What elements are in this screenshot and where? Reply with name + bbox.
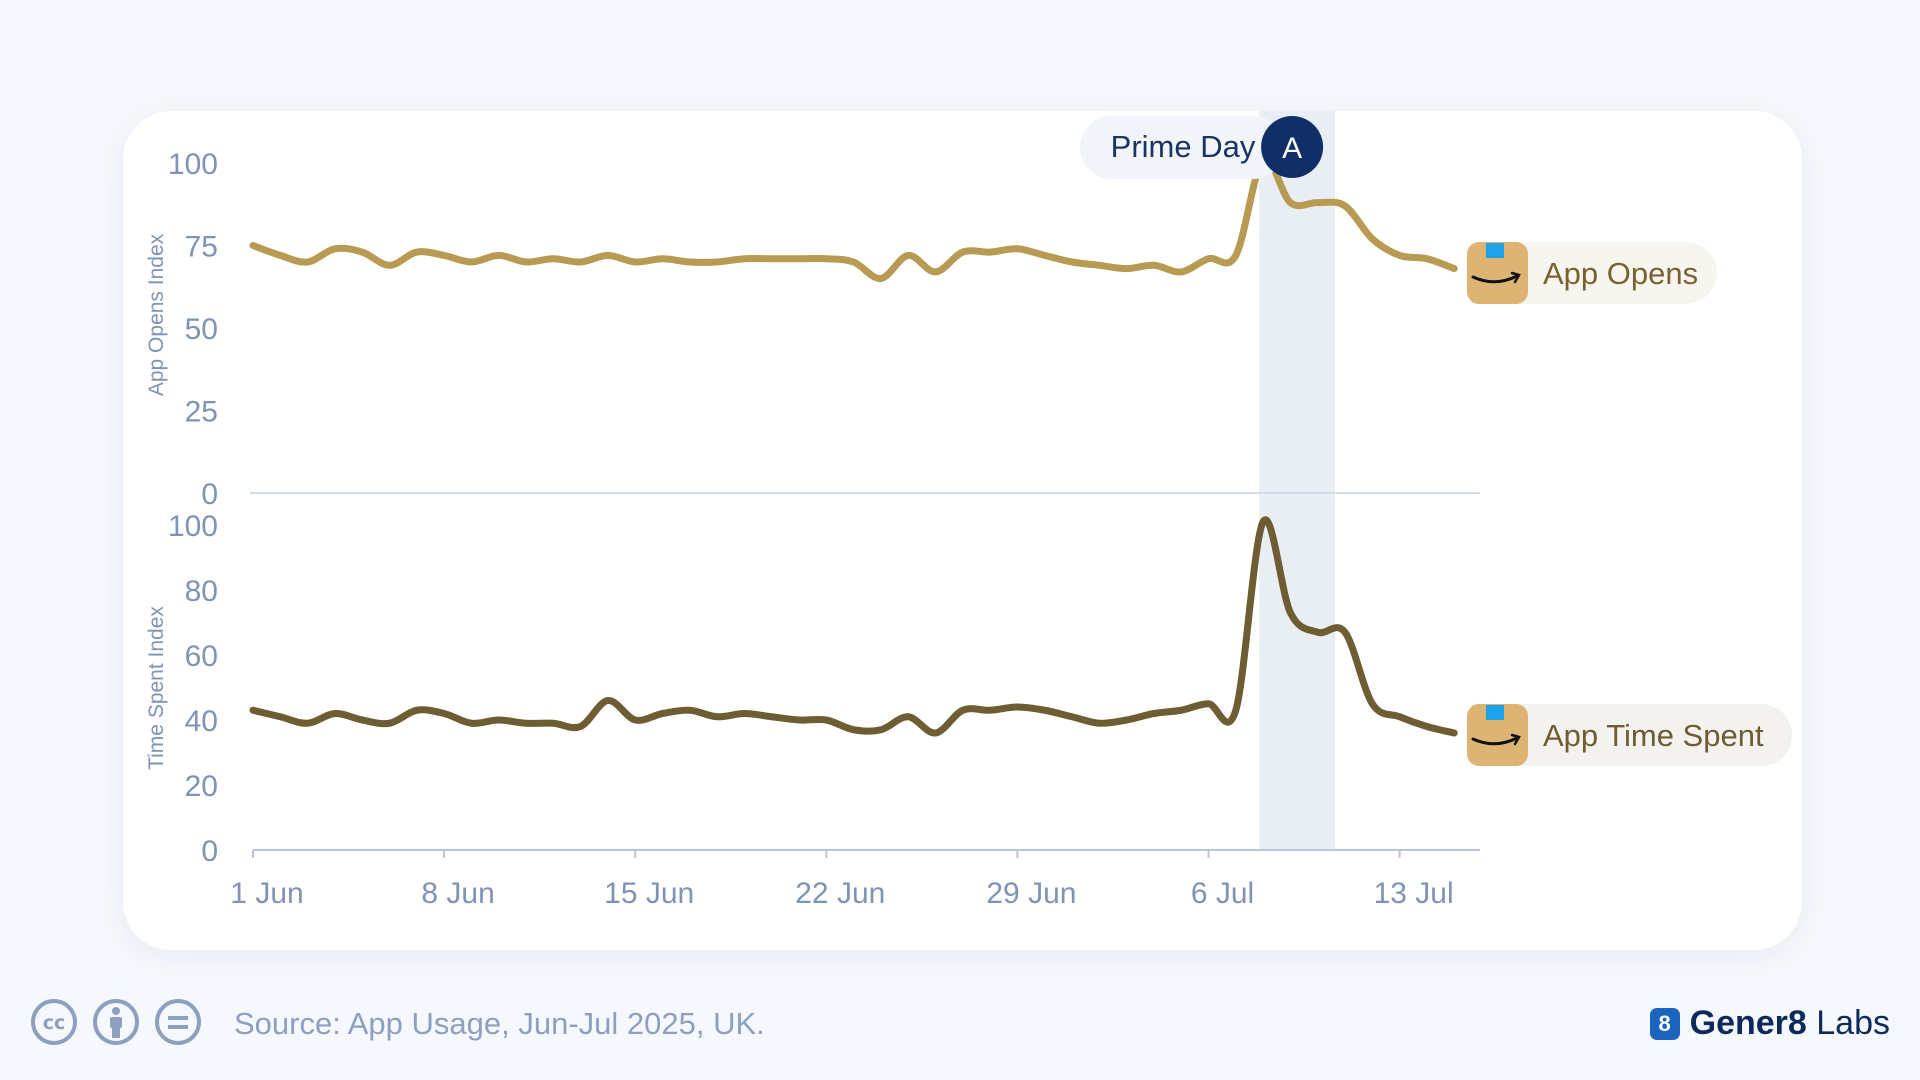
- opens-y-tick-label: 0: [201, 478, 218, 511]
- legend-app-time-spent-icon: [1467, 704, 1528, 766]
- app-icon-tile: [1467, 242, 1528, 304]
- prime-day-label: Prime Day: [1111, 129, 1256, 164]
- attribution-icon: [93, 999, 139, 1045]
- time-y-tick-label: 100: [168, 510, 218, 543]
- prime-day-band: [1259, 111, 1335, 850]
- opens-y-tick-label: 75: [185, 231, 218, 264]
- cc-icon: cc: [31, 999, 77, 1045]
- no-derivatives-icon: [155, 999, 201, 1045]
- opens-y-tick-label: 100: [168, 148, 218, 181]
- app-icon-arrow: [1510, 271, 1521, 284]
- legend-app-opens-icon: [1467, 242, 1528, 304]
- annotation-marker: [1261, 116, 1324, 178]
- time-y-tick-label: 0: [201, 835, 218, 868]
- app-icon-tape: [1486, 243, 1504, 258]
- time-y-tick-label: 80: [185, 575, 218, 608]
- annotation-marker-label: A: [1282, 132, 1302, 165]
- opens-y-axis-title: App Opens Index: [145, 233, 168, 396]
- svg-text:cc: cc: [43, 1012, 66, 1034]
- time-y-tick-label: 20: [185, 770, 218, 803]
- time-y-axis-title: Time Spent Index: [145, 606, 168, 770]
- brand-name-bold: Gener8: [1689, 1004, 1807, 1042]
- license-icons: cc: [30, 998, 202, 1046]
- brand-name: Gener8 Labs: [1690, 1004, 1890, 1043]
- app-icon-tape: [1486, 705, 1504, 720]
- footer: cc Source: App Usage, Jun-Jul 2025, UK. …: [0, 995, 1920, 1055]
- source-text: Source: App Usage, Jun-Jul 2025, UK.: [234, 1006, 765, 1041]
- app-icon-smile: [1471, 274, 1519, 284]
- brand-mark-icon: 8: [1649, 1007, 1680, 1040]
- app-icon-tile: [1467, 704, 1528, 766]
- app-icon-arrow: [1510, 733, 1521, 746]
- x-tick-label: 13 Jul: [1374, 877, 1454, 910]
- legend-app-opens-pill: [1467, 242, 1717, 304]
- app-time-spent-line: [249, 516, 1458, 737]
- opens-y-tick-label: 25: [185, 396, 218, 429]
- opens-y-tick-label: 50: [185, 313, 218, 346]
- brand-logo: 8 Gener8 Labs: [1649, 1004, 1890, 1043]
- legend-app-opens-label: App Opens: [1543, 256, 1698, 291]
- x-tick-label: 1 Jun: [230, 877, 303, 910]
- x-tick-label: 8 Jun: [421, 877, 494, 910]
- legend-app-time-spent-pill: [1467, 704, 1792, 766]
- time-y-tick-label: 40: [185, 705, 218, 738]
- x-tick-label: 15 Jun: [604, 877, 694, 910]
- app-icon-smile: [1471, 736, 1519, 746]
- brand-name-rest: Labs: [1816, 1004, 1890, 1042]
- time-y-tick-label: 60: [185, 640, 218, 673]
- prime-day-pill: [1080, 116, 1285, 179]
- x-tick-label: 29 Jun: [986, 877, 1076, 910]
- x-tick-label: 6 Jul: [1191, 877, 1254, 910]
- x-tick-label: 22 Jun: [795, 877, 885, 910]
- legend-app-time-spent-label: App Time Spent: [1543, 718, 1764, 753]
